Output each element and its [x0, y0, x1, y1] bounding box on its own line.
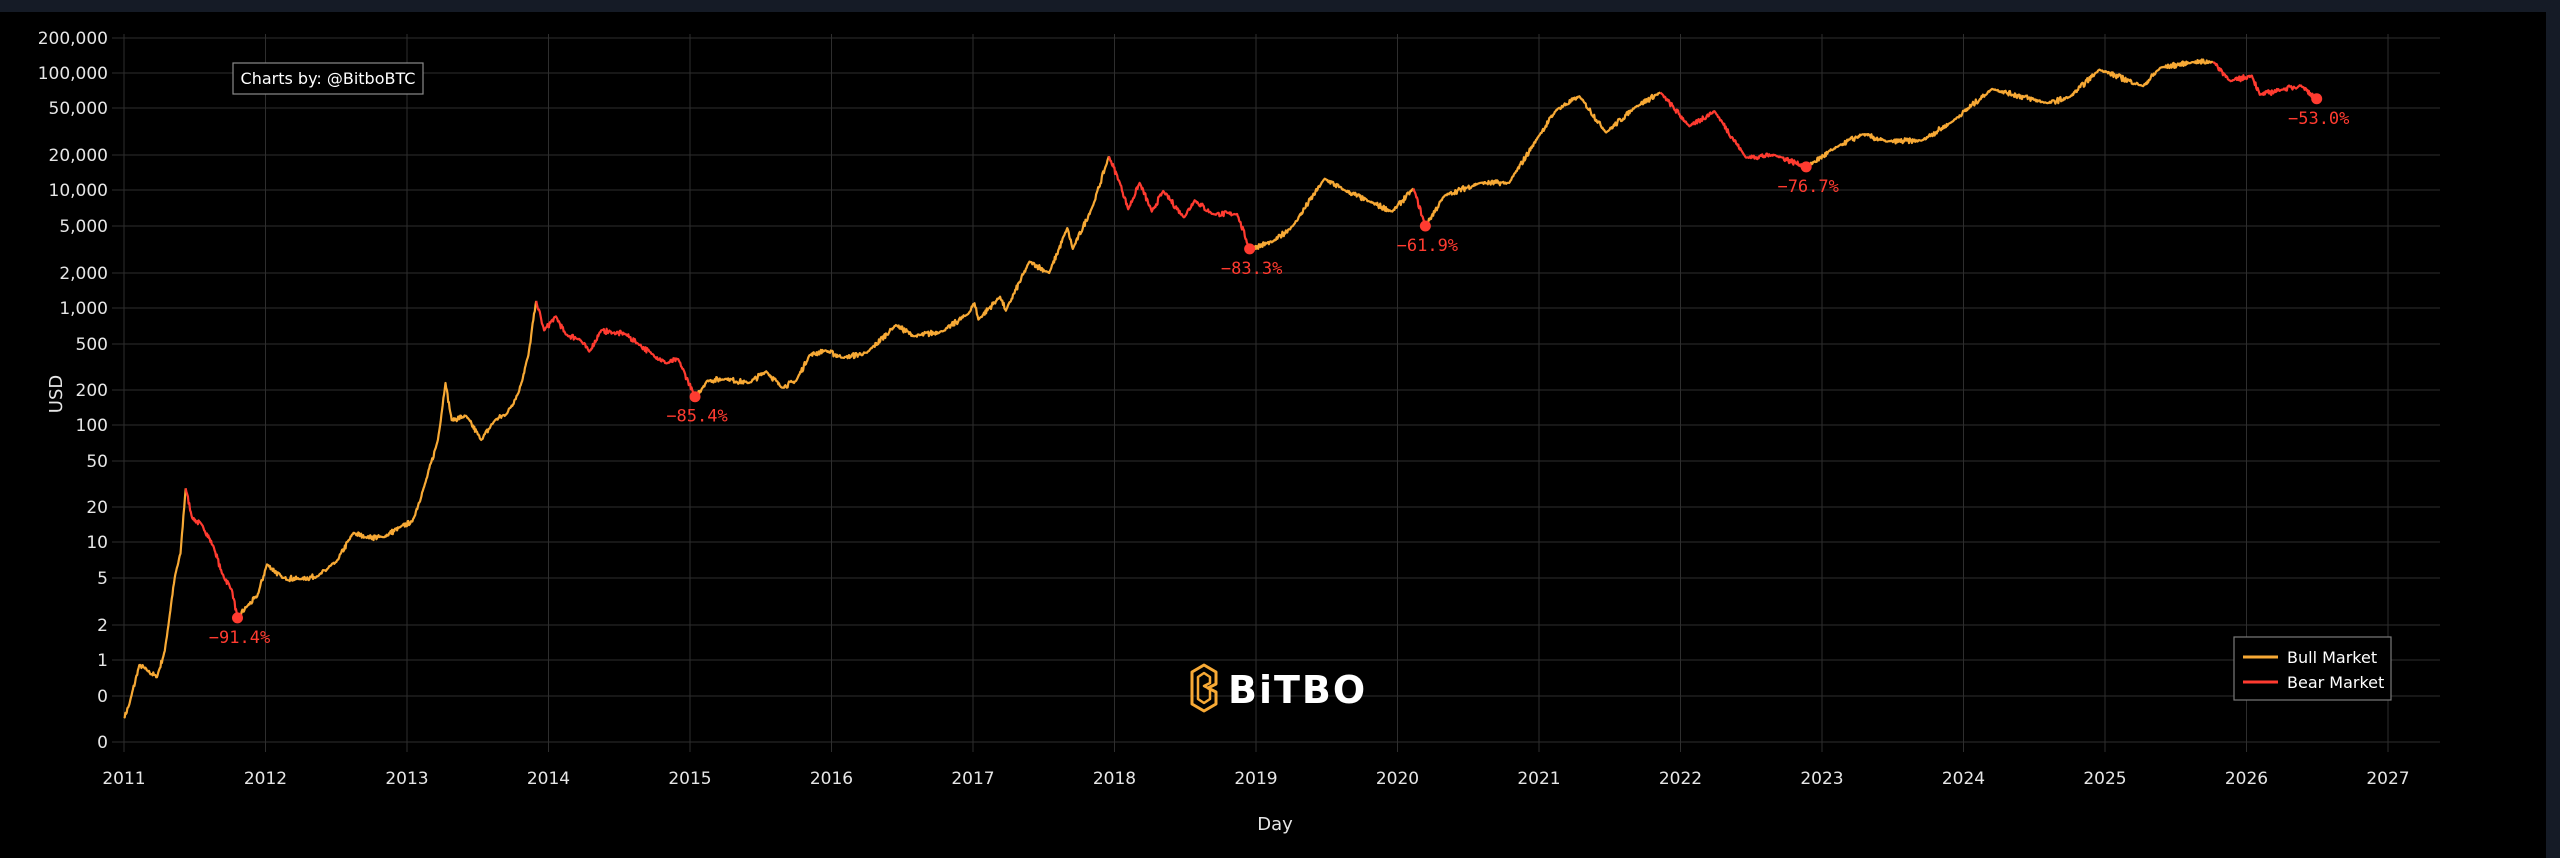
x-tick-label: 2023 — [1800, 769, 1843, 789]
x-tick-label: 2024 — [1942, 769, 1985, 789]
bear-low-marker-3 — [1419, 220, 1431, 232]
x-tick-label: 2015 — [668, 769, 711, 789]
bull-market-segment-10 — [1806, 58, 2214, 168]
drawdown-label-0: −91.4% — [209, 628, 270, 648]
x-tick-label: 2025 — [2083, 769, 2126, 789]
bitbo-logo-text: BiTBO — [1228, 668, 1367, 712]
bull-market-line — [123, 58, 2214, 719]
bear-market-segment-11 — [2212, 61, 2318, 100]
legend-bull-label: Bull Market — [2287, 648, 2377, 667]
bear-market-segment-9 — [1659, 91, 1808, 168]
bull-market-segment-4 — [695, 155, 1110, 397]
drawdown-label-1: −85.4% — [666, 407, 727, 427]
y-tick-label: 5,000 — [59, 217, 108, 237]
chart-svg: 200,000 100,000 50,000 20,000 10,000 5,000 2,0… — [38, 29, 2440, 835]
x-tick-label: 2014 — [527, 769, 570, 789]
drawdown-label-2: −83.3% — [1221, 259, 1282, 279]
x-tick-label: 2018 — [1093, 769, 1136, 789]
y-tick-label: 50 — [86, 452, 108, 472]
y-tick-label: 2 — [97, 616, 108, 636]
y-tick-label: 200,000 — [38, 29, 108, 49]
y-tick-label: 1 — [97, 651, 108, 671]
bear-market-segment-3 — [535, 300, 697, 398]
chart-frame — [0, 12, 2546, 858]
bear-market-segment-7 — [1412, 188, 1427, 228]
y-tick-label: 2,000 — [59, 264, 108, 284]
bear-market-segment-1 — [184, 488, 240, 619]
bear-low-marker-1 — [689, 391, 701, 403]
x-tick-label: 2026 — [2225, 769, 2268, 789]
y-tick-label: 0 — [97, 687, 108, 707]
x-tick-label: 2013 — [385, 769, 428, 789]
bull-market-segment-8 — [1425, 91, 1661, 226]
x-tick-label: 2012 — [244, 769, 287, 789]
drawdown-label-4: −76.7% — [1777, 177, 1838, 197]
legend-bear-label: Bear Market — [2287, 673, 2384, 692]
bear-low-marker-5 — [2311, 93, 2323, 105]
y-tick-label: 10,000 — [49, 181, 108, 201]
bear-low-marker-4 — [1800, 161, 1812, 173]
x-tick-label: 2019 — [1234, 769, 1277, 789]
credit-text: Charts by: @BitboBTC — [241, 69, 416, 88]
x-tick-label: 2011 — [102, 769, 145, 789]
y-tick-label: 100,000 — [38, 64, 108, 84]
y-tick-label: 20,000 — [49, 146, 108, 166]
y-axis-ticks: 200,000 100,000 50,000 20,000 10,000 5,000 2,0… — [38, 29, 108, 753]
y-tick-label: 1,000 — [59, 299, 108, 319]
bear-market-segment-5 — [1107, 155, 1251, 250]
x-tick-label: 2016 — [810, 769, 853, 789]
drawdown-label-5: −53.0% — [2288, 109, 2349, 129]
y-axis-title: USD — [46, 375, 67, 413]
drawdown-label-3: −61.9% — [1397, 236, 1458, 256]
y-tick-label: 20 — [86, 498, 108, 518]
y-tick-label: 500 — [76, 335, 108, 355]
bitbo-logo-icon — [1190, 663, 1218, 713]
y-tick-label: 50,000 — [49, 99, 108, 119]
x-tick-label: 2017 — [951, 769, 994, 789]
y-tick-label: 200 — [76, 381, 108, 401]
bull-market-segment-2 — [237, 300, 538, 617]
y-tick-label: 5 — [97, 569, 108, 589]
x-tick-label: 2021 — [1517, 769, 1560, 789]
drawdown-annotations: −91.4% −85.4% −83.3% −61.9% −76.7% −53.0% — [209, 93, 2349, 648]
bear-low-marker-0 — [231, 612, 243, 624]
x-tick-label: 2020 — [1376, 769, 1419, 789]
legend: Bull Market Bear Market — [2233, 636, 2392, 701]
bear-market-line — [184, 61, 2318, 619]
bitbo-watermark: BiTBO — [1190, 663, 1367, 713]
credit-box: Charts by: @BitboBTC — [232, 62, 424, 95]
bear-low-marker-2 — [1244, 243, 1256, 255]
x-tick-label: 2027 — [2366, 769, 2409, 789]
y-tick-label: 0 — [97, 733, 108, 753]
bull-market-segment-0 — [123, 488, 187, 719]
x-tick-label: 2022 — [1659, 769, 1702, 789]
bull-market-segment-6 — [1250, 177, 1415, 251]
grid — [112, 34, 2440, 752]
x-axis-ticks: 2011 2012 2013 2014 2015 2016 2017 2018 2019 2020… — [102, 769, 2409, 789]
x-axis-title: Day — [1257, 814, 1293, 835]
y-tick-label: 10 — [86, 533, 108, 553]
y-tick-label: 100 — [76, 416, 108, 436]
